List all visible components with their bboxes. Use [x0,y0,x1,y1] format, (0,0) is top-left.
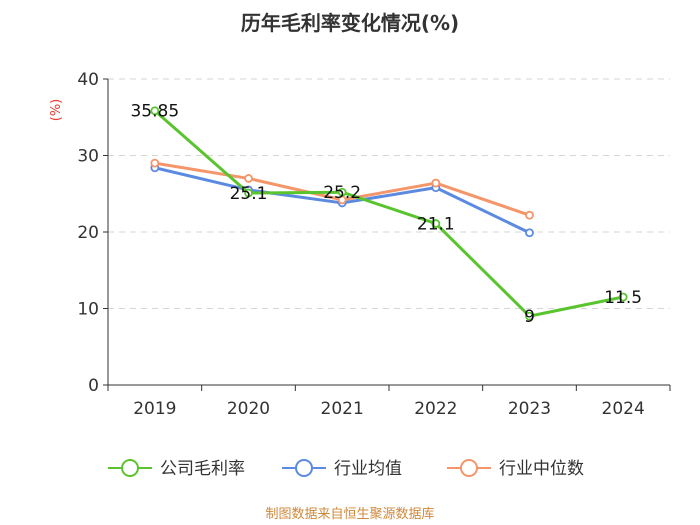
legend-label: 行业均值 [334,459,402,479]
series-line-0 [153,109,624,318]
legend[interactable]: 公司毛利率 行业均值 行业中位数 [108,459,584,479]
data-labels: 35.85 25.1 25.2 21.1 9 11.5 [130,102,642,327]
x-tick-label: 2020 [227,399,270,419]
data-point[interactable] [431,178,441,188]
x-tick-label: 2024 [602,399,645,419]
chart-title: 历年毛利率变化情况(%) [241,11,459,35]
data-point[interactable] [150,106,160,116]
data-point[interactable] [337,187,347,197]
x-tick-label: 2021 [321,399,364,419]
data-label: 11.5 [604,288,642,308]
legend-marker [460,459,478,477]
data-point[interactable] [525,210,534,220]
y-tick-label: 10 [77,300,99,320]
y-tick-label: 40 [77,70,99,90]
y-tick-label: 20 [77,223,99,243]
y-tick-label: 0 [88,376,99,396]
legend-marker [295,459,313,477]
grid-lines [108,78,670,309]
legend-item-1[interactable]: 行业均值 [282,459,402,479]
data-label: 9 [524,307,535,327]
y-tick-label: 30 [77,147,99,167]
x-tick-label: 2019 [133,399,176,419]
x-tick-label: 2023 [508,399,551,419]
legend-label: 行业中位数 [499,459,584,479]
data-point[interactable] [618,292,628,302]
axes: 0 10 20 30 40 2019 2020 2021 2022 2023 2024 [77,70,671,419]
data-point[interactable] [244,188,253,198]
x-tick-label: 2022 [414,399,457,419]
data-label: 21.1 [417,215,455,235]
source-note: 制图数据来自恒生聚源数据库 [265,506,434,522]
data-label: 25.1 [230,184,268,204]
data-point[interactable] [150,158,160,168]
data-point[interactable] [525,228,534,238]
legend-marker [121,459,139,477]
legend-label: 公司毛利率 [160,459,245,479]
data-point[interactable] [431,219,441,228]
data-label: 35.85 [130,102,179,122]
data-point[interactable] [244,174,253,183]
data-point[interactable] [525,311,534,321]
y-axis-label: (%) [49,99,64,122]
data-label: 25.2 [323,183,361,203]
legend-item-2[interactable]: 行业中位数 [447,459,584,479]
series-lines [150,106,628,321]
legend-item-0[interactable]: 公司毛利率 [108,459,245,479]
